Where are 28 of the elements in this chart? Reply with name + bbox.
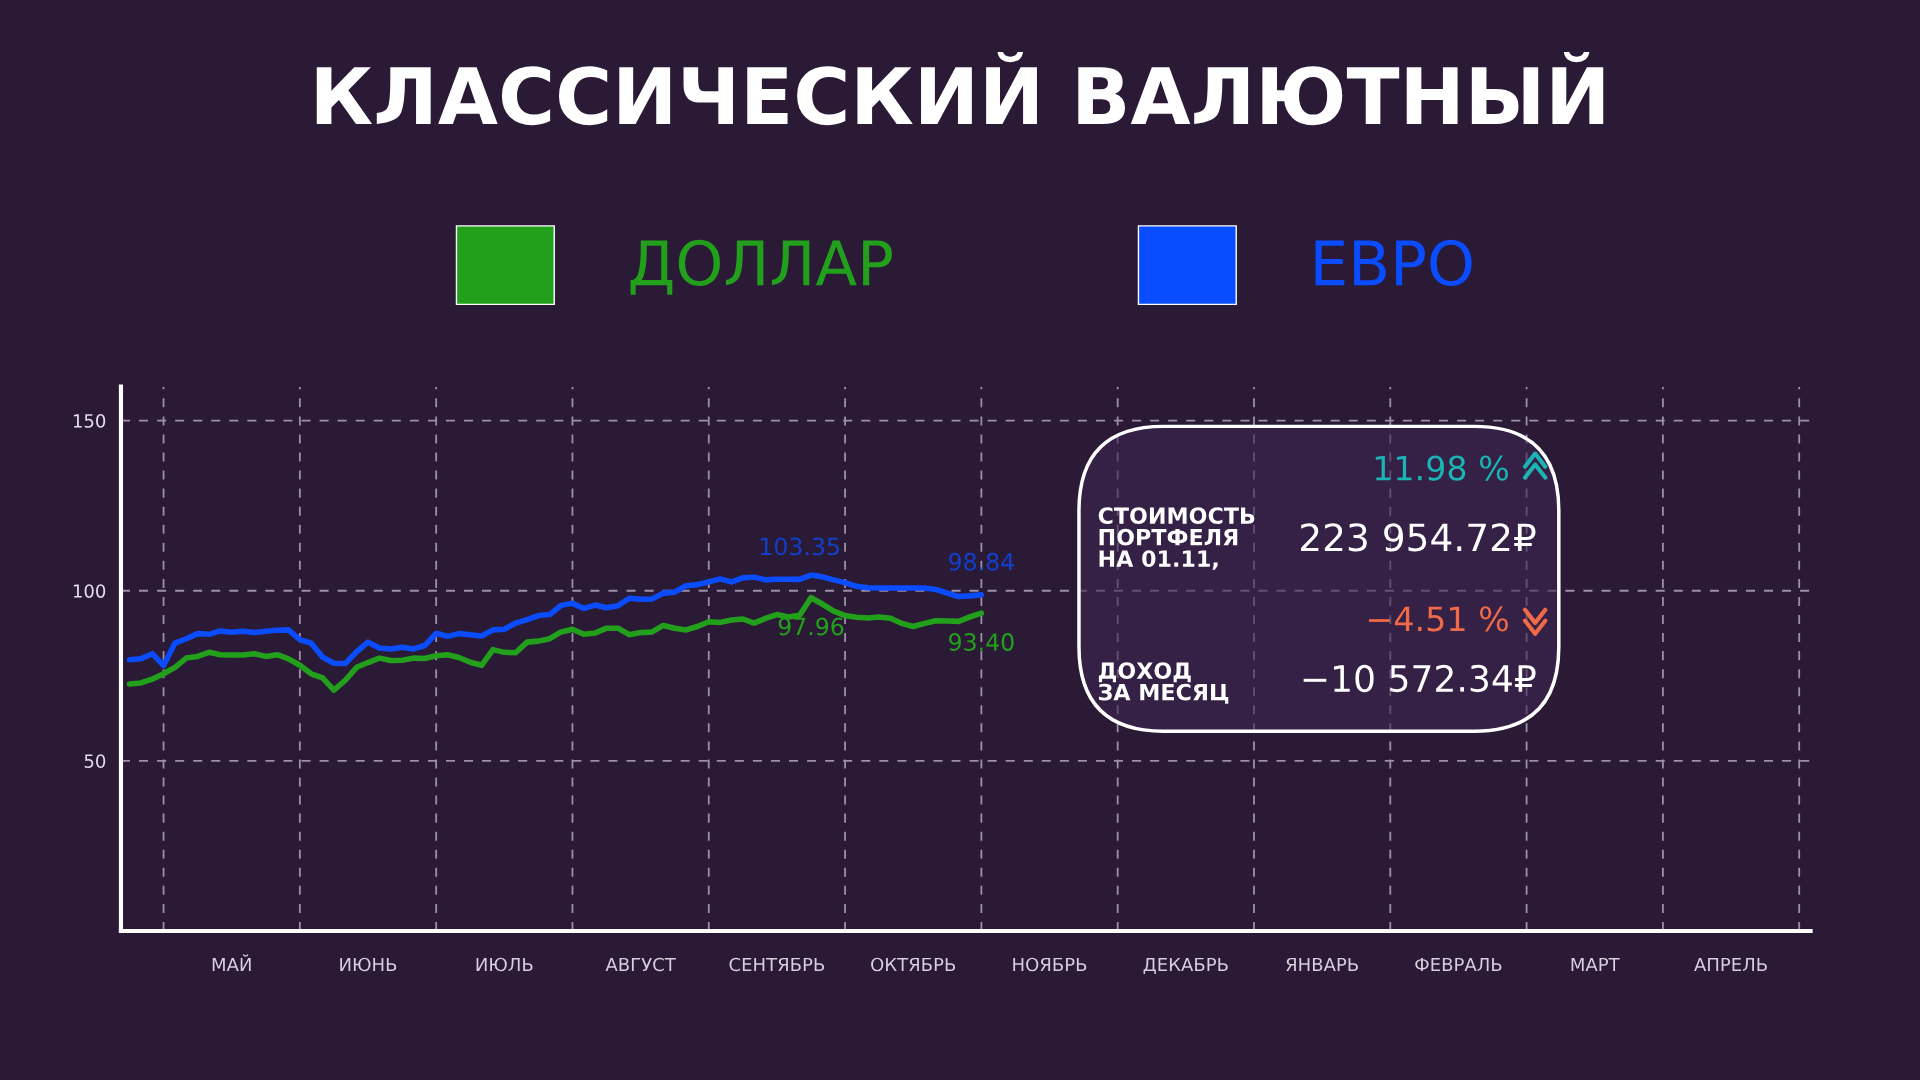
data-label: 103.35 [760, 537, 839, 556]
x-tick-label: ЯНВАРЬ [1286, 957, 1358, 972]
x-tick-label: АВГУСТ [605, 957, 676, 972]
y-tick-label: 100 [73, 584, 106, 598]
x-tick-label: ФЕВРАЛЬ [1415, 957, 1502, 972]
legend-label: ДОЛЛАР [630, 239, 892, 295]
legend-label: ЕВРО [1315, 239, 1472, 287]
x-tick-label: СЕНТЯБРЬ [729, 957, 825, 972]
x-tick-label: МАРТ [1571, 957, 1620, 972]
annotation: ДОХОД ЗА МЕСЯЦ [1098, 662, 1229, 704]
y-tick-label: 50 [84, 754, 106, 768]
x-tick-label: МАЙ [212, 954, 251, 972]
x-tick-label: ДЕКАБРЬ [1143, 957, 1228, 974]
x-tick-label: АПРЕЛЬ [1694, 957, 1767, 972]
annotation: СТОИМОСТЬ ПОРТФЕЛЯ НА 01.11, [1098, 507, 1255, 570]
data-label: 93.40 [949, 633, 1014, 651]
x-tick-label: ОКТЯБРЬ [871, 957, 956, 972]
x-tick-label: НОЯБРЬ [1013, 957, 1087, 972]
y-tick-label: 150 [73, 414, 106, 428]
chart-title: КЛАССИЧЕСКИЙ ВАЛЮТНЫЙ [316, 52, 1604, 126]
annotation: −10 572.34₽ [1303, 664, 1536, 693]
annotation: 223 954.72₽ [1301, 523, 1536, 552]
data-label: 98.84 [949, 552, 1014, 571]
annotation: −4.51 % [1368, 606, 1508, 632]
x-tick-label: ИЮНЬ [340, 957, 397, 972]
x-tick-label: ИЮЛЬ [476, 957, 533, 972]
data-label: 97.96 [778, 617, 844, 636]
annotation: 11.98 % [1375, 455, 1508, 481]
